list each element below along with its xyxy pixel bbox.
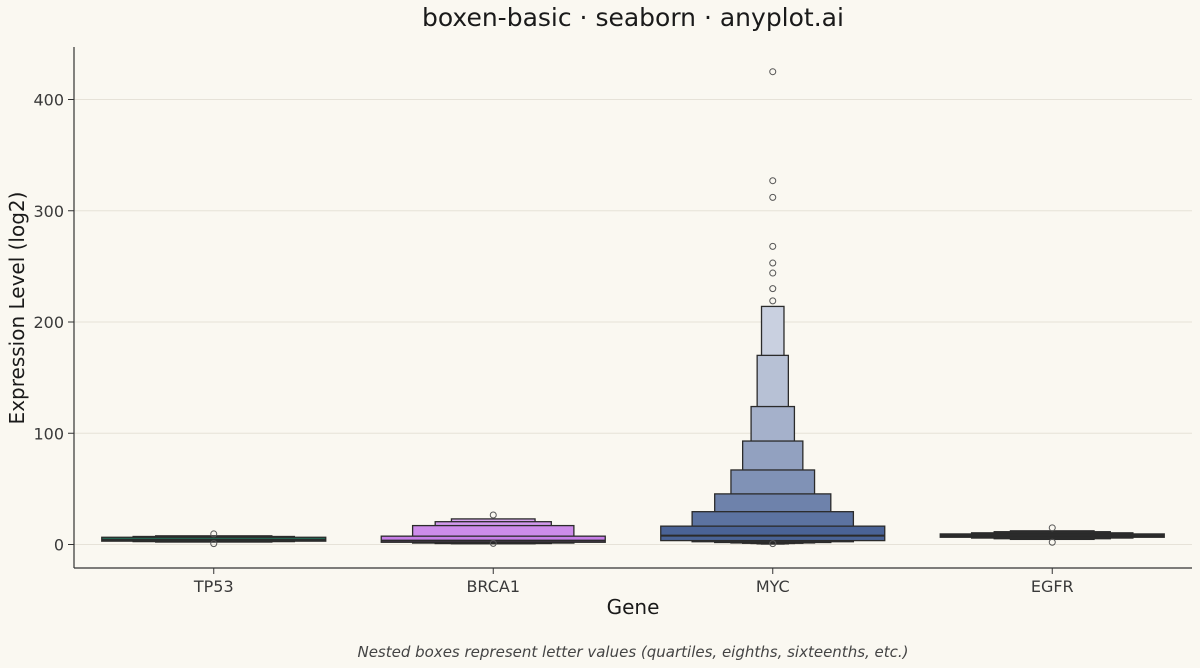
x-tick-label: TP53	[193, 577, 234, 596]
outlier-point	[489, 539, 497, 547]
chart-title: boxen-basic · seaborn · anyplot.ai	[422, 3, 844, 32]
outlier-point	[489, 511, 497, 519]
x-tick-label: EGFR	[1031, 577, 1074, 596]
outlier-point	[769, 259, 777, 267]
y-tick-label: 200	[33, 313, 64, 332]
outlier-point	[769, 285, 777, 293]
outlier-point	[769, 177, 777, 185]
outlier-point	[769, 242, 777, 250]
outlier-point	[769, 68, 777, 76]
outlier-point	[769, 297, 777, 305]
boxen-group-tp53	[101, 530, 327, 548]
boxen-plot-area	[101, 68, 1165, 548]
y-gridlines	[74, 99, 1192, 545]
y-tick-label: 300	[33, 202, 64, 221]
y-tick-label: 100	[33, 424, 64, 443]
boxen-group-egfr	[939, 524, 1165, 546]
outlier-point	[769, 269, 777, 277]
y-tick-label: 400	[33, 91, 64, 110]
outlier-point	[210, 530, 218, 538]
outlier-point	[1048, 524, 1056, 532]
outlier-point	[769, 540, 777, 548]
outlier-point	[1048, 538, 1056, 546]
y-axis-ticks: 0 100 200 300 400	[33, 91, 74, 555]
x-tick-label: MYC	[756, 577, 790, 596]
boxen-group-brca1	[380, 511, 606, 547]
chart-caption: Nested boxes represent letter values (qu…	[357, 643, 908, 661]
x-tick-label: BRCA1	[466, 577, 520, 596]
x-axis-label: Gene	[607, 595, 660, 619]
boxen-group-myc	[660, 68, 886, 548]
letter-value-box	[380, 535, 606, 543]
x-axis-ticks: TP53 BRCA1 MYC EGFR	[193, 568, 1074, 596]
letter-value-box	[660, 525, 886, 542]
outlier-point	[210, 540, 218, 548]
y-tick-label: 0	[54, 536, 64, 555]
outlier-point	[769, 193, 777, 201]
y-axis-label: Expression Level (log2)	[5, 192, 29, 425]
